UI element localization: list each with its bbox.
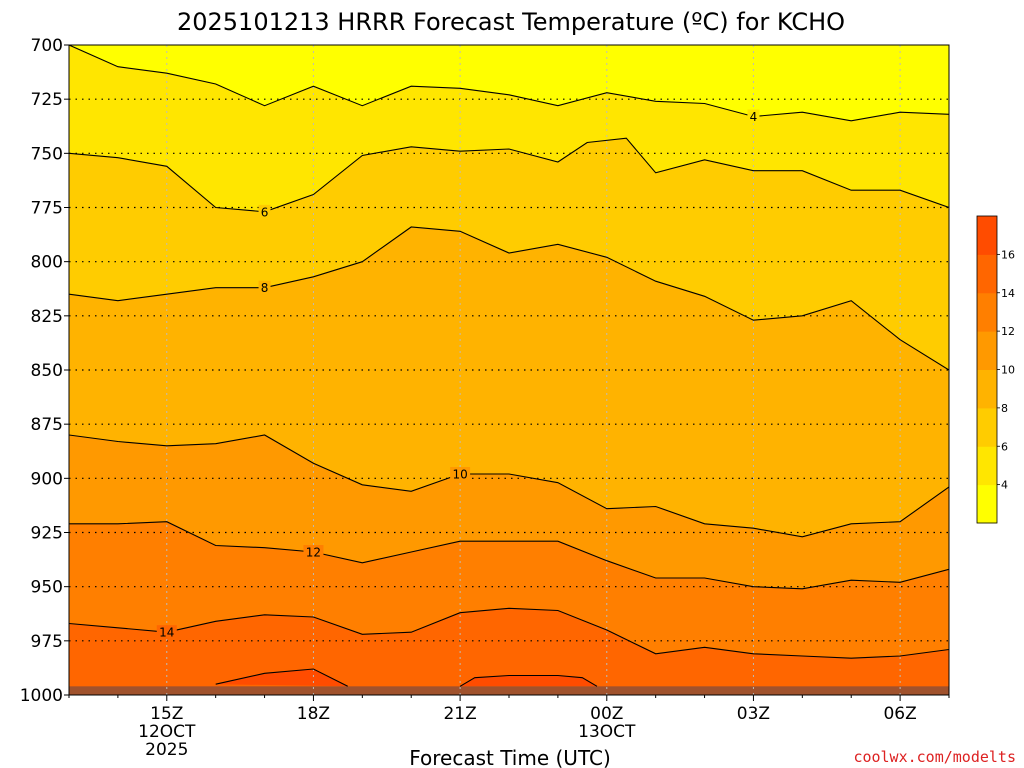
band-above-16 <box>215 669 348 687</box>
contour-label-14: 14 <box>159 626 174 640</box>
ground-surface <box>69 686 949 695</box>
colorbar-swatch <box>977 407 997 447</box>
y-tick-label: 975 <box>31 632 63 652</box>
colorbar-swatch <box>977 292 997 332</box>
colorbar-tick-label: 16 <box>1001 248 1015 261</box>
chart-title: 2025101213 HRRR Forecast Temperature (ºC… <box>177 8 845 36</box>
contour-label-10: 10 <box>452 468 467 482</box>
colorbar-swatch <box>977 216 997 255</box>
contour-line-14 <box>69 607 949 659</box>
contour-label-bg <box>258 204 271 219</box>
contour-label-bg <box>747 109 760 124</box>
colorbar-swatch <box>977 446 997 486</box>
contour-label-bg <box>303 545 324 559</box>
x-axis: 15Z 12OCT 2025 18Z 21Z 00Z 13OCT 03Z 06Z <box>68 695 950 760</box>
contour-label-bg <box>156 625 177 640</box>
y-tick-label: 800 <box>31 253 63 273</box>
x-tick-label: 15Z 12OCT 2025 <box>138 704 196 760</box>
contour-label-8: 8 <box>261 281 269 295</box>
contour-line-8 <box>69 226 949 371</box>
band-above-16 <box>460 675 597 687</box>
y-axis: 700 725 750 775 800 825 850 875 900 925 950 975 1000 <box>20 36 69 706</box>
colorbar-tick-label: 4 <box>1001 479 1008 492</box>
y-tick-label: 725 <box>31 90 63 110</box>
contour-label-bg <box>258 280 271 295</box>
colorbar-tick-label: 14 <box>1001 287 1015 300</box>
colorbar-swatch <box>977 484 997 524</box>
x-tick-label: 21Z <box>443 704 476 724</box>
contour-label-12: 12 <box>306 546 321 560</box>
colorbar-swatch <box>977 254 997 294</box>
colorbar-tick-label: 8 <box>1001 402 1008 415</box>
colorbar-swatch <box>977 369 997 409</box>
contour-line-6 <box>69 137 949 213</box>
y-tick-label: 750 <box>31 144 63 164</box>
colorbar-legend: 4 6 8 10 12 14 16 <box>976 215 1015 524</box>
contour-line-10 <box>69 434 949 538</box>
y-tick-label: 775 <box>31 199 63 219</box>
colorbar-tick-label: 6 <box>1001 440 1008 453</box>
colorbar-tick-label: 10 <box>1001 364 1015 377</box>
y-tick-label: 875 <box>31 415 63 435</box>
y-tick-label: 825 <box>31 307 63 327</box>
colorbar-tick-label: 12 <box>1001 325 1015 338</box>
x-tick-label: 00Z 13OCT <box>578 704 636 742</box>
y-tick-label: 700 <box>31 36 63 56</box>
y-tick-label: 850 <box>31 361 63 381</box>
contour-lines: 4 6 8 10 12 14 <box>69 45 949 687</box>
temperature-fill-layer <box>69 45 949 695</box>
credit-text[interactable]: coolwx.com/modelts <box>853 748 1016 766</box>
y-tick-label: 950 <box>31 578 63 598</box>
x-tick-label: 18Z <box>297 704 330 724</box>
contour-label-bg <box>450 467 471 481</box>
y-tick-label: 900 <box>31 469 63 489</box>
x-tick-label: 03Z <box>737 704 770 724</box>
contour-line-16 <box>215 668 348 687</box>
contour-line-12 <box>69 521 949 590</box>
colorbar-swatch <box>977 331 997 370</box>
grid-lines <box>69 45 949 695</box>
y-tick-label: 925 <box>31 524 63 544</box>
contour-line-4 <box>69 45 949 122</box>
contour-line-16 <box>459 674 598 687</box>
x-tick-label: 06Z <box>883 704 916 724</box>
y-tick-label: 1000 <box>20 686 63 706</box>
contour-label-6: 6 <box>261 205 269 219</box>
contour-label-4: 4 <box>750 110 758 124</box>
x-axis-label: Forecast Time (UTC) <box>409 746 611 768</box>
